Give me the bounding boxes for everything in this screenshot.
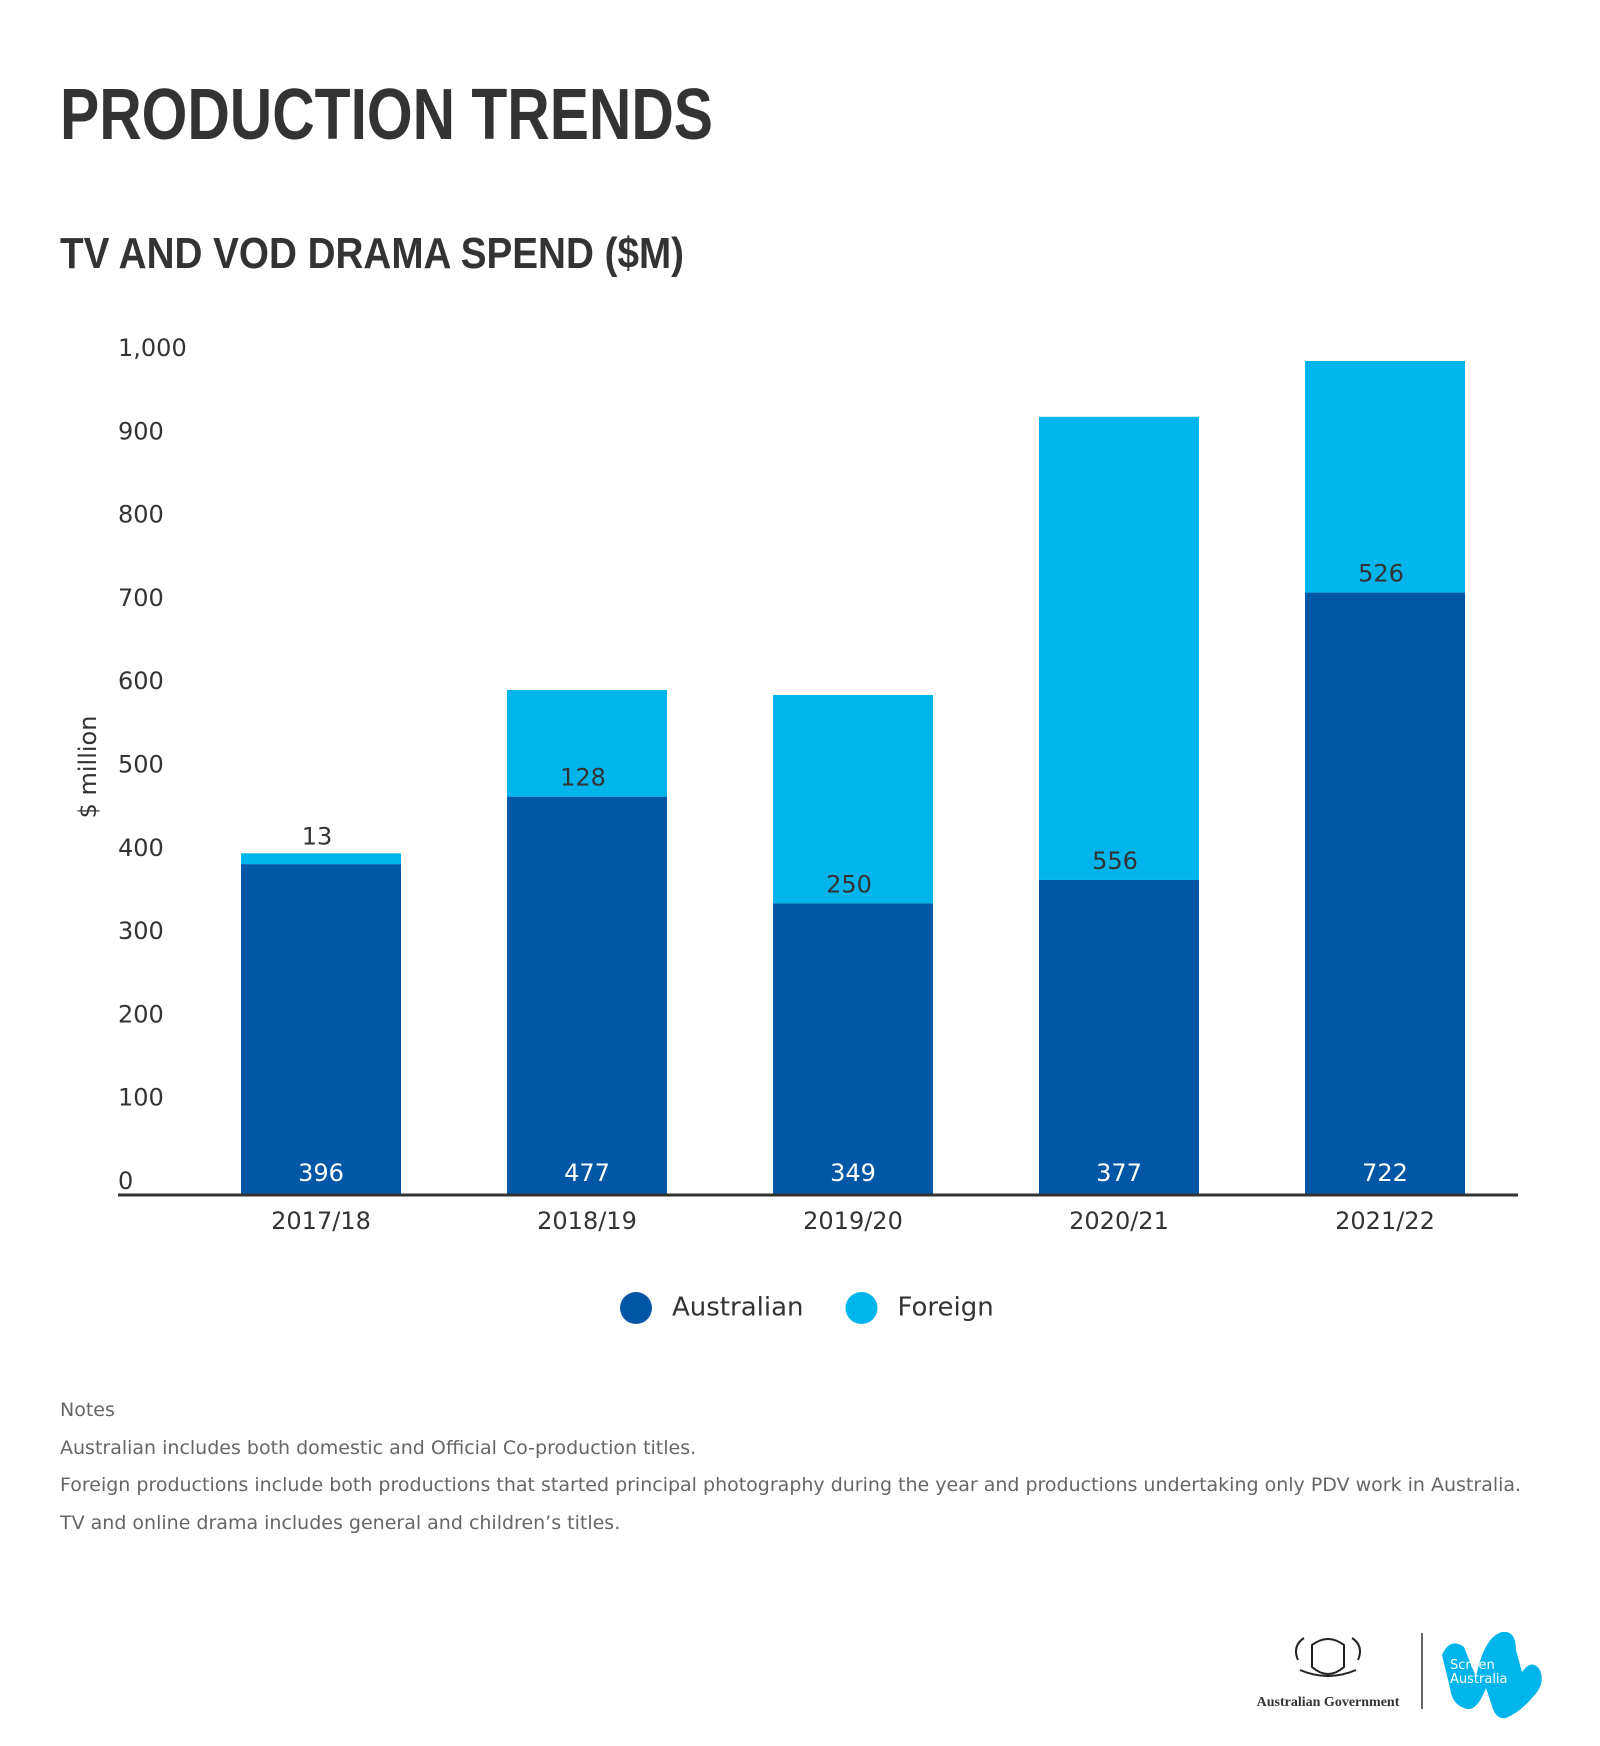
plot-area <box>241 361 1465 1194</box>
y-tick-label: 1,000 <box>118 334 187 362</box>
bar-segment <box>507 690 667 797</box>
chart-title: PRODUCTION TRENDS <box>60 75 713 155</box>
y-tick-label: 400 <box>118 834 164 862</box>
data-label: 526 <box>1358 560 1404 588</box>
data-label: 396 <box>298 1159 344 1187</box>
coat-of-arms <box>1295 1637 1361 1677</box>
bar-segment <box>1039 416 1199 880</box>
bar-segment <box>773 903 933 1194</box>
bar-segment <box>773 695 933 904</box>
y-tick-label: 300 <box>118 917 164 945</box>
logos: Australian Government Screen Australia <box>1257 1631 1542 1719</box>
bar-segment <box>1305 592 1465 1194</box>
notes-heading: Notes <box>60 1399 115 1421</box>
bar-segment <box>507 796 667 1194</box>
x-tick-label: 2019/20 <box>803 1207 903 1235</box>
y-tick-label: 500 <box>118 751 164 779</box>
chart-subtitle: TV AND VOD DRAMA SPEND ($M) <box>60 229 684 278</box>
data-label: 477 <box>564 1159 610 1187</box>
legend-label: Australian <box>672 1293 804 1323</box>
bar-segment <box>1305 361 1465 593</box>
x-tick-label: 2017/18 <box>271 1207 371 1235</box>
note: Australian includes both domestic and Of… <box>60 1437 696 1459</box>
logo-text: Screen <box>1450 1658 1495 1673</box>
data-label: 377 <box>1096 1159 1142 1187</box>
legend-label: Foreign <box>898 1293 994 1323</box>
x-tick-label: 2021/22 <box>1335 1207 1435 1235</box>
data-label: 13 <box>302 822 333 850</box>
data-label: 722 <box>1362 1159 1408 1187</box>
x-tick-label: 2020/21 <box>1069 1207 1169 1235</box>
y-tick-label: 100 <box>118 1084 164 1112</box>
legend-swatch <box>845 1292 878 1324</box>
bar-segment <box>241 864 401 1194</box>
data-label: 250 <box>826 870 872 898</box>
y-axis-label: $ million <box>74 716 102 819</box>
y-tick-label: 700 <box>118 584 164 612</box>
screen-australia-logo <box>1442 1631 1542 1719</box>
y-tick-label: 600 <box>118 667 164 695</box>
note: TV and online drama includes general and… <box>59 1512 620 1534</box>
y-tick-label: 900 <box>118 417 164 445</box>
legend-swatch <box>620 1292 652 1324</box>
y-tick-label: 0 <box>118 1167 133 1195</box>
logo-text: Australia <box>1450 1672 1508 1687</box>
y-tick-label: 200 <box>118 1000 164 1028</box>
note: Foreign productions include both product… <box>60 1474 1521 1496</box>
bar-segment <box>1039 879 1199 1194</box>
data-label: 349 <box>830 1159 876 1187</box>
data-label: 556 <box>1092 847 1138 875</box>
y-tick-label: 800 <box>118 501 164 529</box>
notes: Notes Australian includes both domestic … <box>59 1399 1521 1534</box>
data-labels: 396 13 477 128 349 250 377 556 722 526 <box>298 560 1408 1187</box>
x-tick-label: 2018/19 <box>537 1207 637 1235</box>
data-label: 128 <box>560 764 606 792</box>
logo-text: Australian Government <box>1257 1695 1400 1710</box>
bar-segment <box>241 853 401 865</box>
